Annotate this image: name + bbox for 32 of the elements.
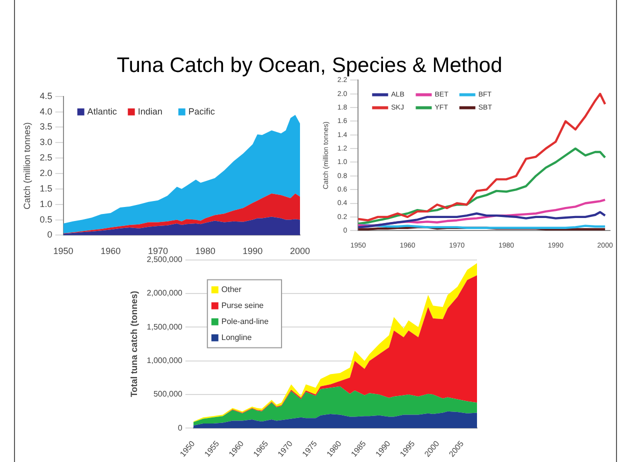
legend-label: Indian — [138, 106, 162, 116]
y-axis-title: Total tuna catch (tonnes) — [128, 290, 139, 398]
y-tick-label: 500,000 — [153, 390, 183, 399]
y-tick-label: 2,500,000 — [146, 255, 183, 264]
y-tick-label: 0.5 — [40, 214, 52, 224]
x-tick-label: 1990 — [242, 246, 263, 256]
x-tick-label: 1970 — [148, 246, 168, 256]
legend-label: Pole-and-line — [221, 317, 270, 326]
y-tick-label: 4.0 — [40, 106, 52, 116]
x-tick-label: 1960 — [100, 246, 121, 256]
legend-label: Purse seine — [221, 301, 264, 310]
y-tick-label: 2.5 — [40, 152, 52, 163]
y-tick-label: 3.5 — [40, 122, 52, 132]
y-tick-label: 1.0 — [40, 198, 52, 209]
y-tick-label: 4.5 — [40, 90, 52, 101]
chart-title: Tuna Catch by Ocean, Species & Method — [116, 54, 504, 77]
y-tick-label: 1,500,000 — [146, 322, 183, 332]
y-tick-label: 1.5 — [40, 183, 52, 194]
y-tick-label: 3.0 — [40, 137, 52, 148]
y-axis-title: Catch (million tonnes) — [22, 122, 32, 210]
legend-label: Pacific — [188, 106, 216, 116]
legend-label: Longline — [221, 333, 252, 342]
y-tick-label: 0 — [178, 423, 183, 432]
y-tick-label: 1,000,000 — [146, 356, 183, 366]
y-tick-label: 2.0 — [40, 168, 52, 178]
x-tick-label: 2000 — [290, 246, 310, 256]
x-tick-label: 1980 — [195, 246, 216, 256]
y-tick-label: 2,000,000 — [146, 288, 183, 298]
y-tick-label: 0 — [47, 230, 52, 240]
legend-label: Atlantic — [87, 106, 118, 116]
x-tick-label: 1950 — [53, 246, 74, 256]
legend-label: Other — [221, 285, 242, 294]
